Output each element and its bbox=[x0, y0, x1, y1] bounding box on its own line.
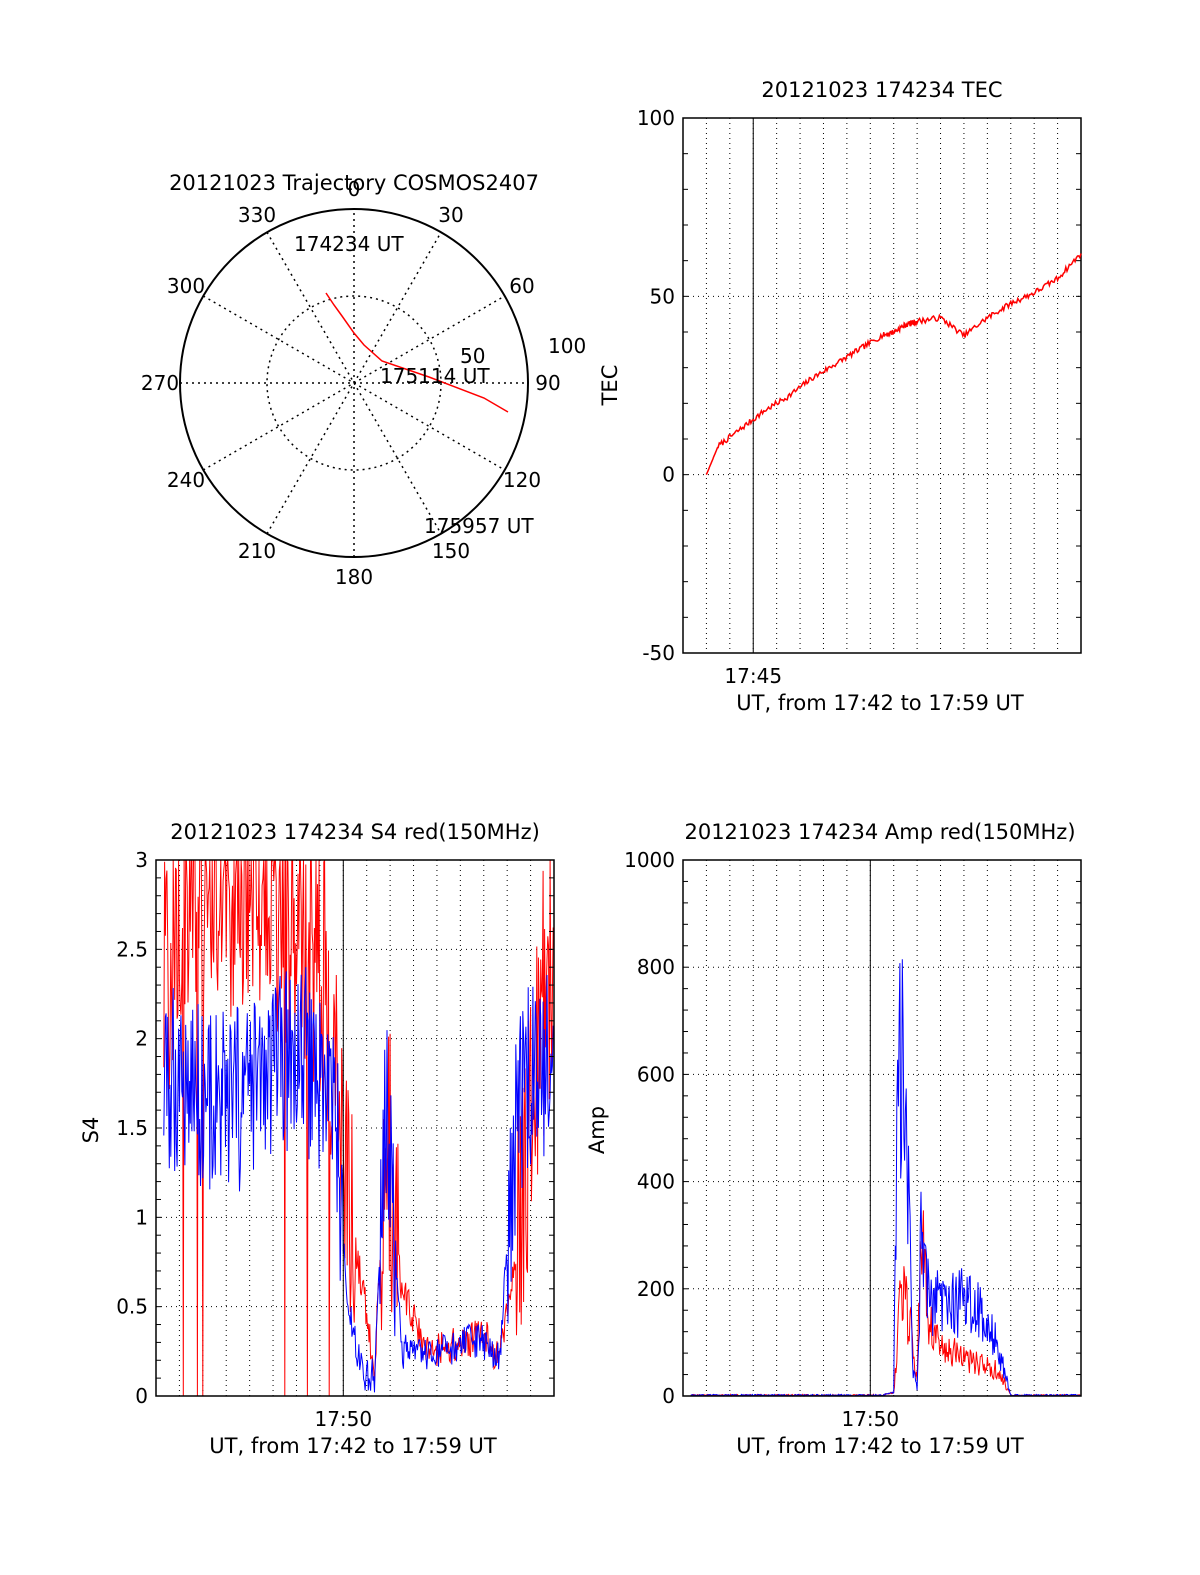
polar-azimuth-label: 60 bbox=[509, 274, 534, 298]
polar-azimuth-label: 270 bbox=[141, 371, 179, 395]
y-tick-label: 200 bbox=[637, 1277, 675, 1301]
polar-spokes bbox=[180, 209, 528, 557]
polar-azimuth-label: 90 bbox=[535, 371, 560, 395]
polar-inner-ring bbox=[266, 295, 442, 471]
polar-azimuth-label: 240 bbox=[167, 468, 205, 492]
y-tick-label: 50 bbox=[650, 284, 675, 308]
annotation-mid-time: 175114 UT bbox=[380, 364, 490, 388]
y-tick-label: 3 bbox=[135, 848, 148, 872]
s4-y-axis-label: S4 bbox=[79, 1117, 103, 1144]
amp-panel: 20121023 174234 Amp red(150MHz) 0 200 400 6… bbox=[585, 820, 1082, 1458]
polar-azimuth-label: 330 bbox=[238, 203, 276, 227]
tec-x-ticks: 17:45 bbox=[724, 118, 782, 688]
series-line-red bbox=[163, 859, 554, 1397]
annotation-start-time: 174234 UT bbox=[294, 232, 404, 256]
polar-azimuth-label: 300 bbox=[167, 274, 205, 298]
y-tick-label: 1 bbox=[135, 1205, 148, 1229]
x-tick-label: 17:50 bbox=[841, 1407, 899, 1431]
s4-series bbox=[163, 859, 554, 1397]
x-tick-label: 17:50 bbox=[314, 1407, 372, 1431]
annotation-end-time: 175957 UT bbox=[424, 514, 534, 538]
s4-x-axis-label: UT, from 17:42 to 17:59 UT bbox=[209, 1434, 497, 1458]
y-tick-label: 800 bbox=[637, 955, 675, 979]
polar-azimuth-label: 0 bbox=[348, 177, 361, 201]
y-tick-label: 1.5 bbox=[116, 1116, 148, 1140]
tec-x-axis-label: UT, from 17:42 to 17:59 UT bbox=[736, 691, 1024, 715]
y-tick-label: 0 bbox=[135, 1384, 148, 1408]
y-tick-label: 600 bbox=[637, 1062, 675, 1086]
tec-series-line bbox=[705, 253, 1082, 475]
y-tick-label: 100 bbox=[637, 106, 675, 130]
polar-spoke bbox=[266, 231, 442, 535]
y-tick-label: 0 bbox=[662, 1384, 675, 1408]
series-line-blue bbox=[163, 967, 554, 1393]
tec-y-ticks: -50 0 50 100 bbox=[637, 106, 1081, 665]
s4-title: 20121023 174234 S4 red(150MHz) bbox=[170, 820, 540, 844]
amp-grid bbox=[683, 860, 1081, 1396]
amp-series bbox=[690, 959, 1081, 1398]
polar-azimuth-labels: 0 30 60 90 120 150 180 210 240 270 300 330 bbox=[141, 177, 561, 589]
trajectory-line bbox=[325, 292, 509, 413]
y-tick-label: 1000 bbox=[624, 848, 675, 872]
y-tick-label: 0 bbox=[662, 463, 675, 487]
polar-azimuth-label: 120 bbox=[503, 468, 541, 492]
polar-azimuth-label: 210 bbox=[238, 539, 276, 563]
y-tick-label: 2.5 bbox=[116, 937, 148, 961]
tec-grid bbox=[683, 118, 1081, 653]
series-line-blue bbox=[690, 959, 1081, 1397]
polar-elev-label-50: 50 bbox=[460, 344, 485, 368]
polar-azimuth-label: 180 bbox=[335, 565, 373, 589]
tec-title: 20121023 174234 TEC bbox=[761, 78, 1002, 102]
polar-elev-label-100: 100 bbox=[548, 334, 586, 358]
amp-x-axis-label: UT, from 17:42 to 17:59 UT bbox=[736, 1434, 1024, 1458]
y-tick-label: 0.5 bbox=[116, 1295, 148, 1319]
y-tick-label: 400 bbox=[637, 1170, 675, 1194]
s4-panel: 20121023 174234 S4 red(150MHz) 0 0.5 1 1.5 2… bbox=[79, 820, 555, 1458]
y-tick-label: -50 bbox=[642, 641, 675, 665]
amp-y-axis-label: Amp bbox=[585, 1106, 609, 1154]
s4-x-ticks: 17:50 bbox=[314, 860, 372, 1431]
polar-title: 20121023 Trajectory COSMOS2407 bbox=[169, 171, 539, 195]
x-tick-label: 17:45 bbox=[724, 664, 782, 688]
amp-y-ticks: 0 200 400 600 800 1000 bbox=[624, 848, 1081, 1408]
polar-azimuth-label: 150 bbox=[432, 539, 470, 563]
tec-y-axis-label: TEC bbox=[598, 365, 622, 407]
tec-plot-frame bbox=[682, 117, 1082, 654]
polar-panel: 20121023 Trajectory COSMOS2407 0 30 60 90 12… bbox=[141, 171, 586, 589]
amp-title: 20121023 174234 Amp red(150MHz) bbox=[684, 820, 1075, 844]
y-tick-label: 2 bbox=[135, 1027, 148, 1051]
series-line-red bbox=[690, 1210, 1081, 1398]
amp-x-ticks: 17:50 bbox=[841, 860, 899, 1431]
amp-plot-frame bbox=[682, 859, 1082, 1397]
polar-azimuth-label: 30 bbox=[438, 203, 463, 227]
s4-y-ticks: 0 0.5 1 1.5 2 2.5 3 bbox=[116, 848, 554, 1408]
